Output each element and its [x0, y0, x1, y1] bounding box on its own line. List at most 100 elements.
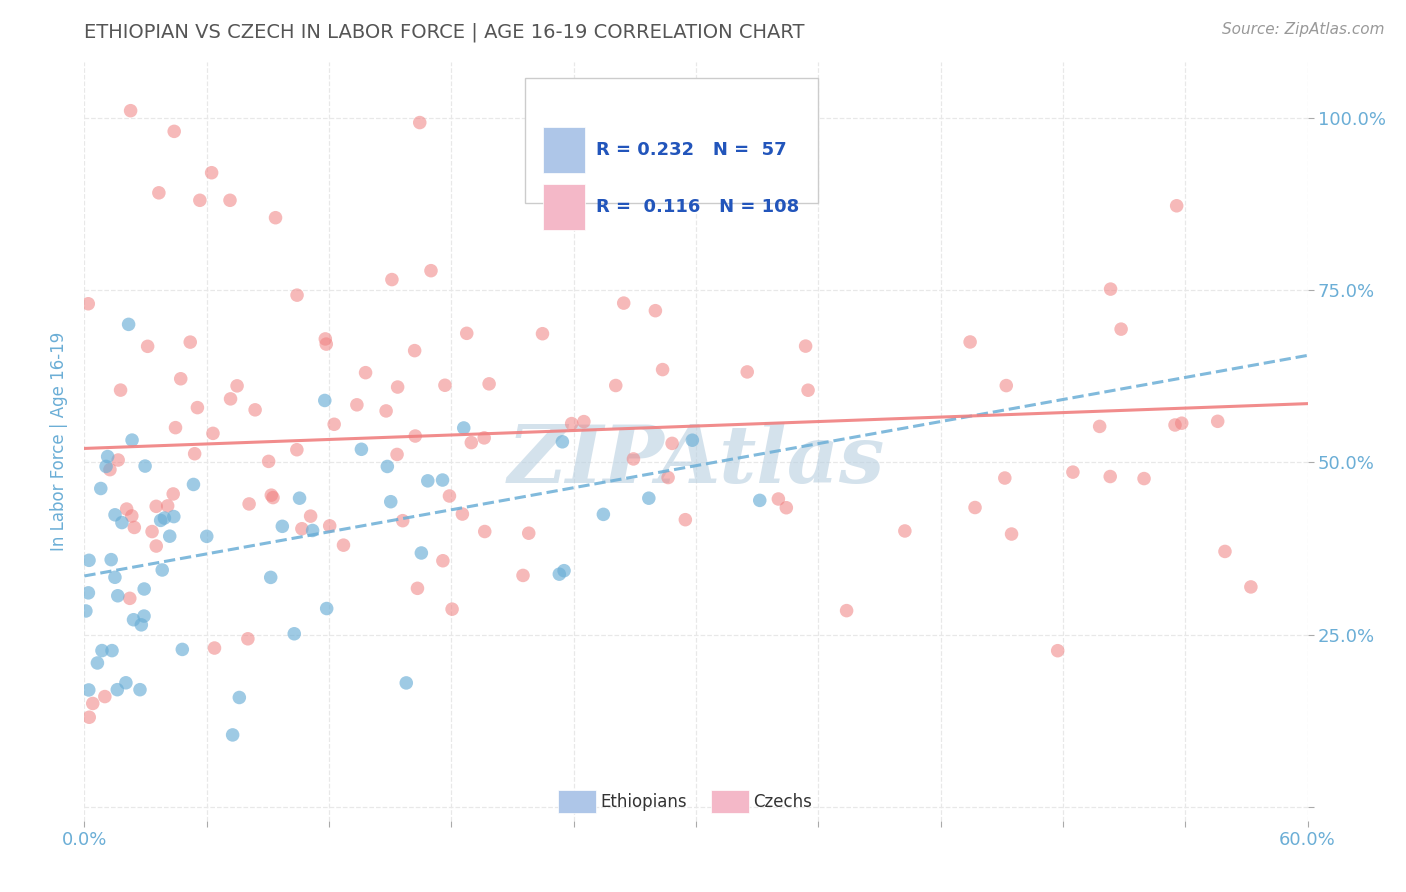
Text: ETHIOPIAN VS CZECH IN LABOR FORCE | AGE 16-19 CORRELATION CHART: ETHIOPIAN VS CZECH IN LABOR FORCE | AGE … [84, 22, 804, 42]
Point [107, 453, 129, 467]
Point [1062, 465, 1084, 479]
Point [170, 372, 193, 386]
Point [460, 435, 482, 450]
Point [416, 474, 439, 488]
Point [264, 211, 287, 225]
Point [1000, 527, 1022, 541]
Point [97, 450, 120, 464]
Point [381, 272, 404, 286]
Text: Source: ZipAtlas.com: Source: ZipAtlas.com [1222, 22, 1385, 37]
Point [768, 491, 790, 506]
FancyBboxPatch shape [710, 789, 748, 814]
Point [409, 115, 432, 129]
Point [163, 124, 186, 138]
Point [257, 454, 280, 468]
Point [657, 470, 679, 484]
Point [995, 378, 1018, 392]
Point [156, 499, 179, 513]
Point [1099, 282, 1122, 296]
Point [395, 676, 418, 690]
Point [439, 489, 461, 503]
Point [77, 586, 100, 600]
Point [1213, 544, 1236, 558]
Point [681, 434, 703, 448]
Point [118, 591, 141, 606]
Point [350, 442, 373, 457]
Point [441, 602, 464, 616]
Point [260, 488, 283, 502]
Point [1046, 643, 1069, 657]
Point [91, 643, 114, 657]
Point [420, 263, 443, 277]
Point [98, 463, 121, 477]
Point [283, 626, 305, 640]
Point [100, 552, 122, 566]
Point [794, 339, 817, 353]
Text: Czechs: Czechs [754, 793, 813, 811]
Point [1088, 419, 1111, 434]
Point [1240, 580, 1263, 594]
Point [406, 582, 429, 596]
Point [77, 710, 100, 724]
Point [204, 640, 226, 655]
Point [159, 529, 181, 543]
Point [375, 459, 398, 474]
Point [195, 529, 218, 543]
Point [77, 553, 100, 567]
Point [86, 656, 108, 670]
Point [432, 473, 454, 487]
Point [391, 514, 413, 528]
Point [104, 508, 127, 522]
Point [131, 617, 153, 632]
Point [153, 511, 176, 525]
Point [1164, 417, 1187, 432]
Point [332, 538, 354, 552]
Point [553, 564, 575, 578]
Point [82, 697, 104, 711]
Point [404, 429, 426, 443]
Point [129, 682, 152, 697]
Point [314, 393, 336, 408]
Point [517, 526, 540, 541]
Point [432, 554, 454, 568]
FancyBboxPatch shape [558, 789, 596, 814]
Point [90, 482, 112, 496]
Point [315, 337, 337, 351]
Point [236, 632, 259, 646]
Point [172, 642, 194, 657]
Point [512, 568, 534, 582]
Point [77, 297, 100, 311]
Point [644, 303, 666, 318]
Point [894, 524, 917, 538]
Point [77, 682, 100, 697]
Point [673, 513, 696, 527]
Point [411, 546, 433, 560]
Point [1133, 472, 1156, 486]
FancyBboxPatch shape [543, 127, 585, 173]
Point [835, 604, 858, 618]
Point [221, 728, 243, 742]
Point [219, 194, 242, 208]
Point [572, 415, 595, 429]
Point [735, 365, 758, 379]
Text: R = 0.232   N =  57: R = 0.232 N = 57 [596, 141, 786, 159]
Point [472, 431, 495, 445]
Point [134, 582, 156, 596]
Point [162, 487, 184, 501]
Point [132, 609, 155, 624]
Point [183, 477, 205, 491]
Point [1170, 416, 1192, 430]
Point [149, 513, 172, 527]
Point [110, 383, 132, 397]
Point [228, 690, 250, 705]
Point [117, 318, 139, 332]
Point [219, 392, 242, 406]
Point [150, 563, 173, 577]
Point [148, 186, 170, 200]
Point [994, 471, 1017, 485]
Point [124, 520, 146, 534]
Point [104, 570, 127, 584]
Point [318, 519, 340, 533]
Text: Ethiopians: Ethiopians [600, 793, 688, 811]
Point [315, 601, 337, 615]
